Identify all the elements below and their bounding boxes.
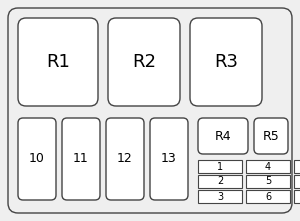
FancyBboxPatch shape — [18, 118, 56, 200]
FancyBboxPatch shape — [106, 118, 144, 200]
Bar — [294, 160, 300, 173]
Bar — [294, 175, 300, 188]
Text: 12: 12 — [117, 152, 133, 166]
Text: 11: 11 — [73, 152, 89, 166]
Text: R1: R1 — [46, 53, 70, 71]
Bar — [198, 175, 242, 188]
Bar — [294, 190, 300, 203]
Bar — [246, 175, 290, 188]
Text: 4: 4 — [265, 162, 271, 171]
Text: R5: R5 — [262, 130, 279, 143]
Text: R4: R4 — [215, 130, 231, 143]
Text: 6: 6 — [265, 192, 271, 202]
Text: R3: R3 — [214, 53, 238, 71]
Text: 10: 10 — [29, 152, 45, 166]
Text: R2: R2 — [132, 53, 156, 71]
Text: 2: 2 — [217, 177, 223, 187]
Bar — [198, 160, 242, 173]
FancyBboxPatch shape — [254, 118, 288, 154]
FancyBboxPatch shape — [8, 8, 292, 213]
Bar — [246, 160, 290, 173]
FancyBboxPatch shape — [18, 18, 98, 106]
FancyBboxPatch shape — [190, 18, 262, 106]
FancyBboxPatch shape — [198, 118, 248, 154]
Text: 3: 3 — [217, 192, 223, 202]
Bar — [246, 190, 290, 203]
Text: 5: 5 — [265, 177, 271, 187]
FancyBboxPatch shape — [150, 118, 188, 200]
FancyBboxPatch shape — [62, 118, 100, 200]
Text: 13: 13 — [161, 152, 177, 166]
Text: 1: 1 — [217, 162, 223, 171]
Bar — [198, 190, 242, 203]
FancyBboxPatch shape — [108, 18, 180, 106]
